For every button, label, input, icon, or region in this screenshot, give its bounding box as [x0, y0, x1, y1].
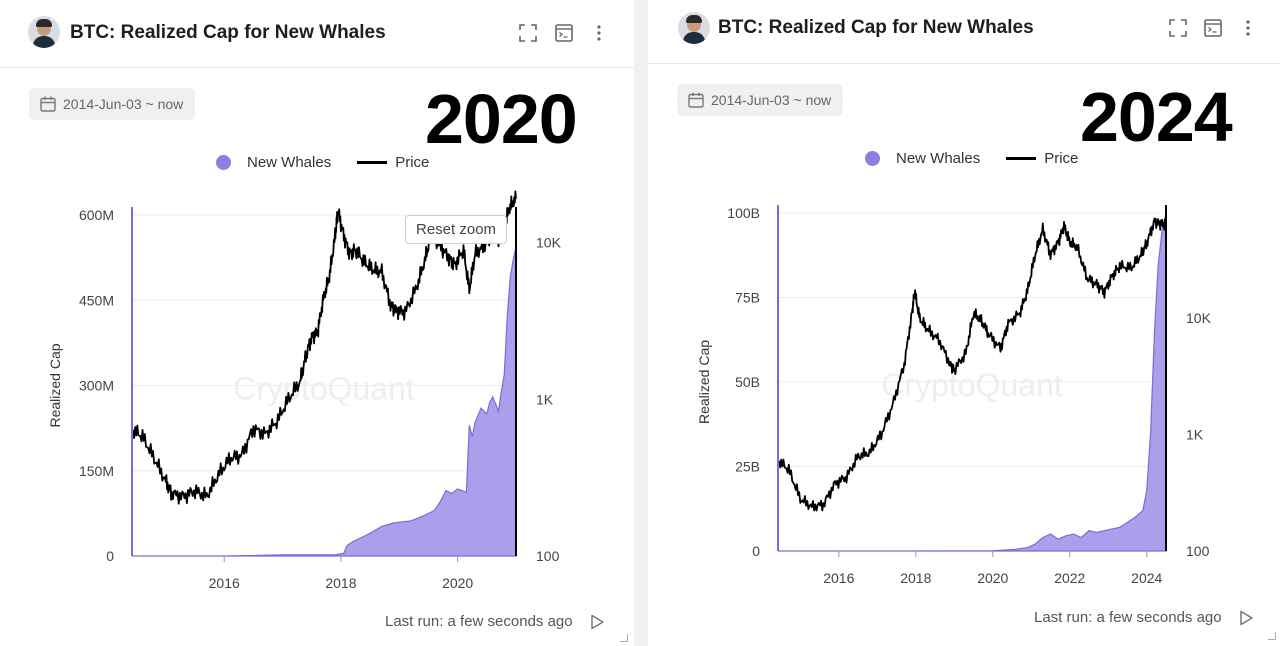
query-console-icon[interactable]	[553, 22, 575, 44]
series-new-whales-area	[778, 212, 1167, 552]
reset-zoom-button[interactable]: Reset zoom	[405, 215, 508, 244]
x-axis-tick-label: 2020	[977, 570, 1008, 586]
x-axis-tick-label: 2020	[442, 575, 473, 591]
more-options-icon[interactable]	[1237, 17, 1259, 39]
legend-new-whales-marker[interactable]	[865, 151, 880, 166]
left-axis-tick-label: 25B	[735, 459, 760, 475]
y-axis-title: Realized Cap	[47, 343, 63, 427]
chart-panel-right: BTC: Realized Cap for New Whales 2014-Ju…	[648, 0, 1280, 646]
resize-handle[interactable]	[1268, 632, 1276, 640]
x-axis-tick-label: 2016	[209, 575, 240, 591]
left-axis-tick-label: 0	[106, 548, 114, 564]
fullscreen-icon[interactable]	[1167, 17, 1189, 39]
run-icon[interactable]	[588, 613, 606, 631]
legend-price-label[interactable]: Price	[395, 154, 430, 171]
right-axis-tick-label: 100	[536, 548, 560, 564]
legend-price-marker[interactable]	[357, 161, 388, 164]
calendar-icon	[40, 96, 56, 112]
run-icon[interactable]	[1237, 609, 1255, 627]
date-range-text: 2014-Jun-03 ~ now	[63, 96, 184, 112]
series-price-line	[777, 217, 1167, 512]
date-range-text: 2014-Jun-03 ~ now	[711, 92, 832, 108]
series-new-whales-area	[132, 246, 517, 557]
left-axis-tick-label: 0	[752, 543, 760, 559]
x-axis-tick-label: 2018	[325, 575, 356, 591]
y-axis-title: Realized Cap	[696, 340, 712, 424]
panel-divider	[634, 0, 648, 646]
legend-price-marker[interactable]	[1006, 157, 1037, 160]
fullscreen-icon[interactable]	[517, 22, 539, 44]
year-overlay-label: 2024	[1080, 78, 1233, 156]
x-axis-tick-label: 2022	[1054, 570, 1085, 586]
left-axis-tick-label: 600M	[79, 207, 114, 223]
avatar	[678, 12, 710, 44]
last-run-text: Last run: a few seconds ago	[1034, 609, 1222, 626]
legend-new-whales-label[interactable]: New Whales	[247, 154, 332, 171]
x-axis-tick-label: 2024	[1131, 570, 1162, 586]
x-axis-tick-label: 2018	[900, 570, 931, 586]
panel-title: BTC: Realized Cap for New Whales	[718, 17, 1034, 38]
left-axis-tick-label: 450M	[79, 292, 114, 308]
chart-left: CryptoQuant 0 150M 300M 450M 600M 100 1K 10K 2016…	[47, 190, 562, 591]
watermark-text: CryptoQuant	[881, 367, 1063, 403]
x-axis-tick-label: 2016	[823, 570, 854, 586]
right-axis-tick-label: 100	[1186, 543, 1210, 559]
date-range-chip[interactable]: 2014-Jun-03 ~ now	[677, 84, 844, 116]
avatar	[28, 16, 60, 48]
left-axis-tick-label: 300M	[79, 378, 114, 394]
more-options-icon[interactable]	[588, 22, 610, 44]
resize-handle[interactable]	[620, 634, 628, 642]
chart-right: CryptoQuant 0 25B 50B 75B 100B 100 1K 10K 2016 201…	[696, 205, 1212, 586]
right-axis-tick-label: 1K	[1186, 427, 1204, 443]
series-price-line	[131, 190, 517, 505]
chart-legend: New Whales Price	[216, 154, 429, 171]
right-axis-tick-label: 10K	[536, 235, 562, 251]
chart-panel-left: BTC: Realized Cap for New Whales 2014-Ju…	[0, 0, 634, 646]
calendar-icon	[688, 92, 704, 108]
legend-new-whales-marker[interactable]	[216, 155, 231, 170]
right-axis-tick-label: 10K	[1186, 310, 1212, 326]
last-run-text: Last run: a few seconds ago	[385, 613, 573, 630]
panel-header: BTC: Realized Cap for New Whales	[0, 0, 634, 68]
left-axis-tick-label: 50B	[735, 374, 760, 390]
query-console-icon[interactable]	[1202, 17, 1224, 39]
legend-new-whales-label[interactable]: New Whales	[896, 150, 981, 167]
legend-price-label[interactable]: Price	[1044, 150, 1079, 167]
left-axis-tick-label: 100B	[727, 205, 760, 221]
left-axis-tick-label: 75B	[735, 290, 760, 306]
chart-legend: New Whales Price	[865, 150, 1078, 167]
panel-title: BTC: Realized Cap for New Whales	[70, 22, 386, 43]
right-axis-tick-label: 1K	[536, 391, 554, 407]
left-axis-tick-label: 150M	[79, 463, 114, 479]
year-overlay-label: 2020	[425, 80, 578, 158]
date-range-chip[interactable]: 2014-Jun-03 ~ now	[29, 88, 196, 120]
panel-header: BTC: Realized Cap for New Whales	[648, 0, 1280, 64]
watermark-text: CryptoQuant	[233, 371, 415, 407]
